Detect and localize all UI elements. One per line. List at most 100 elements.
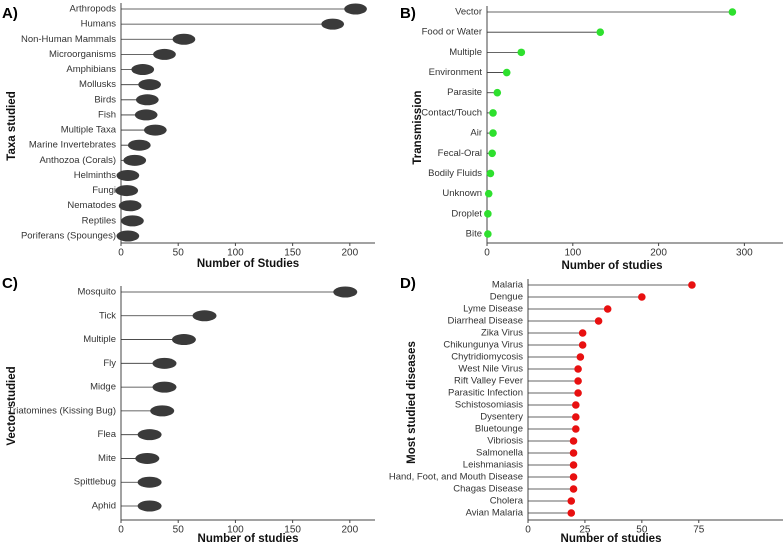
x-tick-label: 100 — [227, 525, 244, 536]
dot — [578, 329, 587, 337]
x-tick-label: 200 — [341, 248, 358, 259]
category-label: Malaria — [492, 280, 524, 291]
category-label: Humans — [81, 19, 117, 30]
dot — [486, 169, 495, 178]
dot — [728, 8, 737, 16]
icon — [171, 334, 196, 346]
y-axis-title: Most studied diseases — [406, 341, 418, 464]
category-label: West Nile Virus — [458, 364, 523, 375]
category-label: Tick — [99, 310, 116, 321]
dot — [688, 281, 696, 289]
category-label: Helminths — [74, 170, 116, 181]
icon — [143, 124, 167, 136]
category-label: Fungi — [92, 185, 116, 196]
category-label: Chikungunya Virus — [443, 340, 523, 351]
dot — [489, 129, 497, 137]
category-label: Microorganisms — [49, 49, 116, 60]
category-label: Hand, Foot, and Mouth Disease — [389, 472, 523, 483]
category-label: Leishmaniasis — [463, 460, 523, 471]
category-label: Mite — [98, 453, 116, 464]
category-label: Arthropods — [70, 4, 117, 15]
category-label: Non-Human Mammals — [21, 34, 116, 45]
icon — [152, 357, 177, 369]
icon — [135, 94, 159, 106]
x-tick-label: 0 — [118, 248, 124, 259]
icon — [121, 215, 144, 227]
category-label: Marine Invertebrates — [29, 140, 116, 151]
x-axis-title: Number of Studies — [197, 258, 299, 270]
x-tick-label: 0 — [484, 248, 490, 259]
icon — [116, 230, 140, 242]
icon — [115, 185, 139, 197]
icon — [123, 154, 147, 166]
icon — [192, 310, 217, 322]
category-label: Bodily Fluids — [428, 168, 482, 179]
category-label: Parasitic Infection — [448, 388, 523, 399]
dot — [488, 149, 496, 158]
panel-label: A) — [2, 5, 18, 22]
x-tick-label: 75 — [693, 525, 705, 536]
category-label: Mollusks — [79, 79, 116, 90]
category-label: Air — [470, 128, 482, 139]
icon — [333, 286, 358, 298]
x-tick-label: 100 — [564, 248, 581, 259]
category-label: Dengue — [490, 292, 523, 303]
category-label: Flea — [98, 429, 117, 440]
category-label: Amphibians — [66, 64, 116, 75]
icon — [153, 48, 176, 60]
x-axis-title: Number of studies — [562, 260, 663, 272]
category-label: Mosquito — [77, 287, 116, 298]
icon — [137, 500, 162, 512]
dot — [569, 485, 578, 493]
category-label: Bluetounge — [475, 424, 523, 435]
icon — [172, 33, 196, 45]
dot — [489, 109, 497, 117]
dot — [603, 305, 612, 313]
category-label: Anthozoa (Corals) — [39, 155, 116, 166]
dot — [567, 509, 576, 517]
x-tick-label: 50 — [173, 248, 185, 259]
category-label: Food or Water — [422, 27, 482, 38]
category-label: Multiple — [449, 47, 482, 58]
category-label: Vibriosis — [487, 436, 523, 447]
icon — [150, 405, 175, 417]
dot — [596, 28, 605, 36]
category-label: Environment — [429, 67, 483, 78]
icon — [131, 64, 155, 76]
category-label: Chagas Disease — [453, 484, 523, 495]
y-axis-title: Taxa studied — [6, 91, 18, 160]
category-label: Lyme Disease — [463, 304, 523, 315]
dot — [594, 317, 603, 325]
x-tick-label: 25 — [579, 525, 591, 536]
dot — [484, 230, 492, 238]
category-label: Fish — [98, 109, 116, 120]
dot — [493, 88, 502, 97]
category-label: Multiple — [83, 334, 116, 345]
category-label: Zika Virus — [481, 328, 523, 339]
dot — [638, 293, 646, 301]
dot — [574, 389, 582, 397]
category-label: Fly — [103, 358, 116, 369]
category-label: Chytridiomycosis — [451, 352, 523, 363]
x-tick-label: 50 — [636, 525, 648, 536]
panel-label: D) — [400, 275, 416, 292]
icon — [118, 200, 142, 212]
category-label: Aphid — [92, 501, 116, 512]
dot — [576, 353, 585, 361]
category-label: Reptiles — [82, 215, 117, 226]
x-tick-label: 150 — [284, 248, 301, 259]
icon — [134, 109, 158, 121]
dot — [517, 48, 526, 57]
dot — [578, 341, 587, 349]
dot — [502, 68, 511, 77]
x-tick-label: 200 — [650, 248, 667, 259]
dot — [572, 413, 580, 421]
x-tick-label: 50 — [173, 525, 185, 536]
category-label: Unknown — [442, 188, 482, 199]
dot — [574, 365, 582, 373]
icon — [152, 381, 177, 393]
icon — [127, 139, 151, 151]
category-label: Vector — [455, 7, 482, 18]
category-label: Spittlebug — [74, 477, 116, 488]
x-tick-label: 200 — [341, 525, 358, 536]
